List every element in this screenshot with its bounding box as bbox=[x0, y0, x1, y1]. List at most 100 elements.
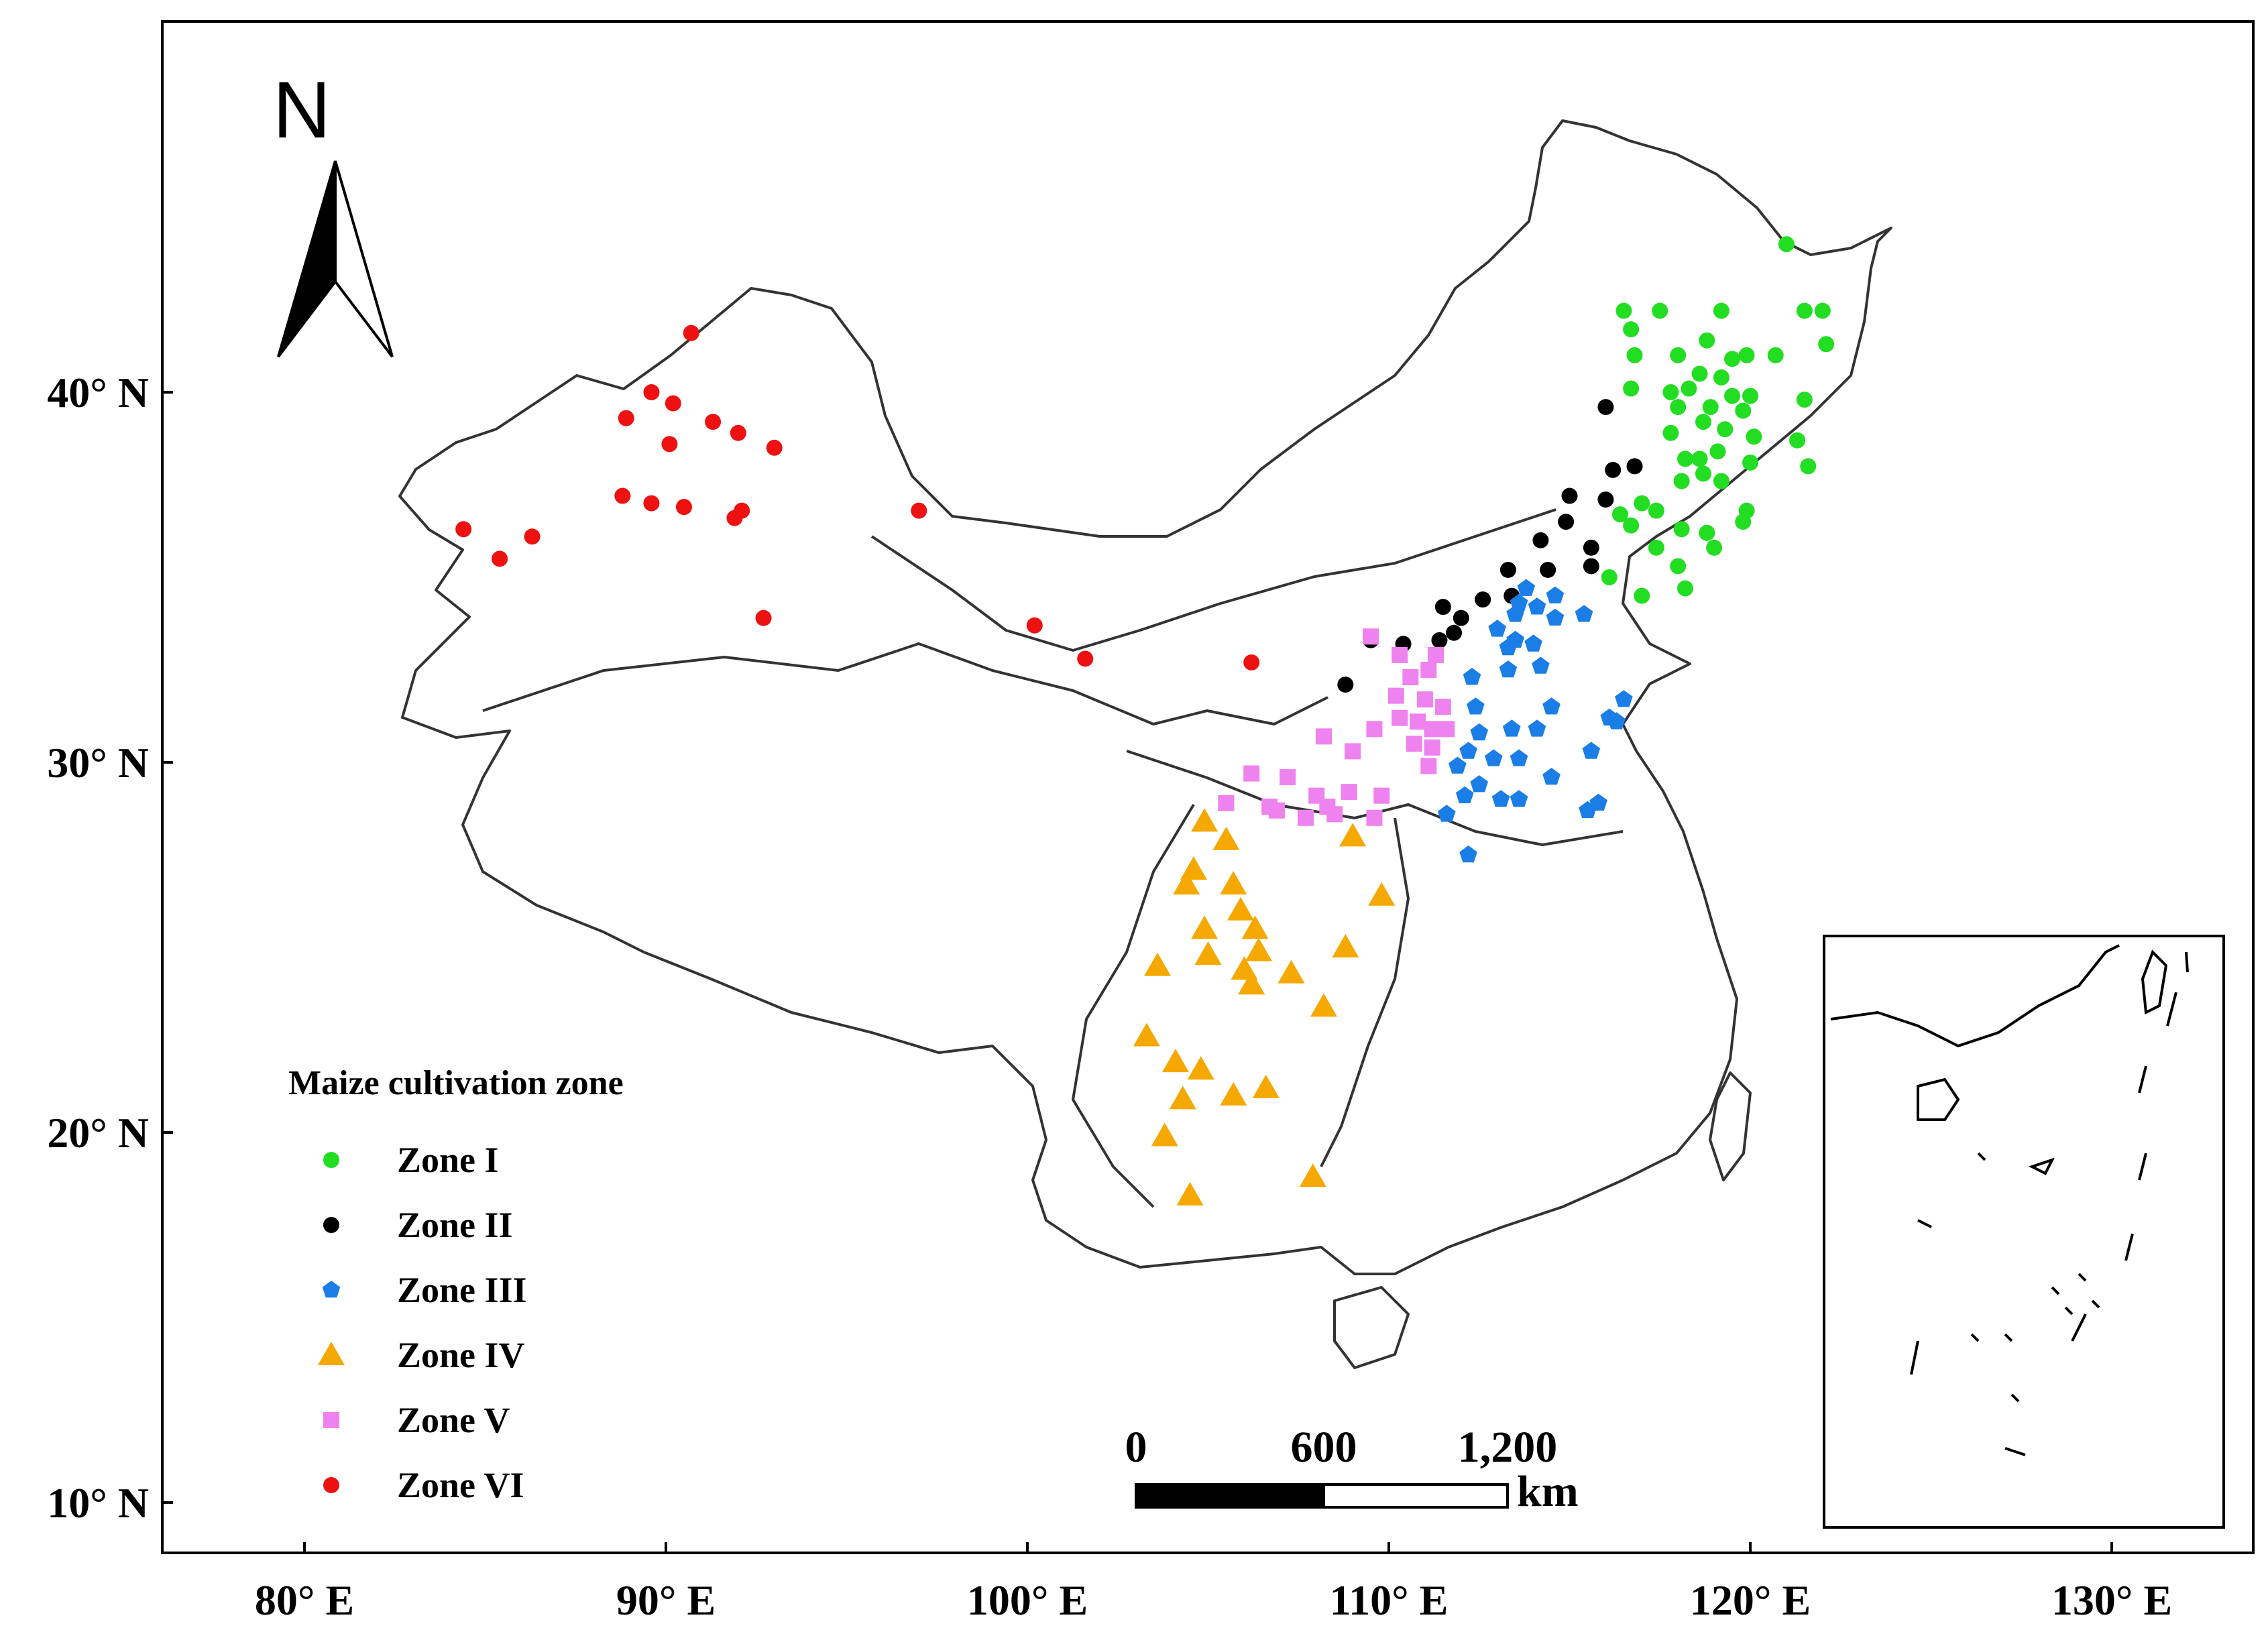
zone-v-point bbox=[1363, 628, 1379, 645]
map-frame bbox=[161, 20, 2255, 1554]
legend-entries: Zone I Zone II Zone III Zone IV Zone V Zone V… bbox=[318, 1140, 527, 1505]
zone-iii-point bbox=[1528, 597, 1546, 615]
zone-i-point bbox=[1818, 336, 1835, 353]
zone-i-point bbox=[1738, 347, 1755, 363]
zone-vi-point bbox=[455, 521, 472, 538]
zone-i-point bbox=[1615, 302, 1632, 319]
scale-bar-white bbox=[1322, 1483, 1509, 1509]
zone-ii-point bbox=[1337, 677, 1354, 693]
zone-i-point bbox=[1673, 473, 1690, 489]
zone-iv-point bbox=[1278, 959, 1305, 984]
x-tick-label: 110° E bbox=[1330, 1576, 1449, 1624]
zone-iii-point bbox=[1499, 638, 1518, 656]
hainan-island bbox=[1333, 1286, 1410, 1369]
zone-vi-point bbox=[911, 502, 927, 519]
zone-vi-point bbox=[1243, 654, 1260, 670]
region-line-north bbox=[482, 642, 1328, 725]
zone-ii-point bbox=[1475, 591, 1491, 608]
zone-ii-point bbox=[1434, 599, 1451, 616]
x-tick-label: 80° E bbox=[255, 1576, 354, 1624]
legend-label: Zone II bbox=[397, 1205, 513, 1245]
zone-v-point bbox=[1315, 728, 1332, 745]
zone-vi-point bbox=[675, 499, 692, 516]
zone-iii-point bbox=[1546, 586, 1565, 603]
zone-iv-point bbox=[1252, 1074, 1280, 1098]
zone-v-point bbox=[1387, 687, 1404, 704]
zone-ii-point bbox=[1626, 458, 1643, 475]
x-tick-label: 100° E bbox=[967, 1576, 1088, 1624]
zone-i-point bbox=[1677, 451, 1693, 467]
legend-label: Zone III bbox=[397, 1270, 527, 1310]
zone-ii-point bbox=[1540, 561, 1556, 578]
zone-i-point bbox=[1796, 392, 1813, 408]
legend-label: Zone IV bbox=[397, 1335, 525, 1375]
zone-iii-point bbox=[1502, 719, 1521, 737]
zone-iii-point bbox=[1459, 742, 1477, 759]
zone-vi-point bbox=[766, 439, 783, 456]
zone-i-point bbox=[1713, 473, 1730, 489]
scale-bar: 0 600 1,200 km bbox=[1125, 1423, 1579, 1516]
zone-vi-point bbox=[643, 495, 660, 512]
y-tick-label: 20° N bbox=[47, 1109, 149, 1157]
zone-v-point bbox=[1280, 769, 1296, 786]
zone-i-point bbox=[1800, 458, 1817, 475]
zone-iv-point bbox=[1220, 871, 1247, 895]
zone-i-point bbox=[1724, 388, 1741, 404]
zone-v-point bbox=[1424, 739, 1440, 756]
scale-label-0: 0 bbox=[1125, 1423, 1147, 1472]
zone-iii-point bbox=[1510, 790, 1528, 807]
zone-iii-point bbox=[1455, 786, 1474, 803]
zone-i-point bbox=[1681, 380, 1697, 397]
region-line-northwest bbox=[870, 508, 1556, 652]
zone-i-point bbox=[1648, 502, 1664, 519]
zone-i-point bbox=[1746, 428, 1762, 445]
zone-v-point bbox=[1428, 646, 1444, 663]
zone-i-point bbox=[1623, 517, 1640, 534]
zone-iii-point bbox=[1470, 775, 1489, 793]
zone-i-point bbox=[1706, 539, 1723, 556]
zone-iii-point bbox=[1510, 593, 1528, 611]
x-axis: 80° E 90° E 100° E 110° E 120° E 130° E bbox=[255, 1542, 2172, 1624]
legend-marker-zone-vi bbox=[323, 1477, 339, 1493]
zone-ii-point bbox=[1561, 487, 1578, 504]
zone-iii-point bbox=[1467, 697, 1485, 715]
zone-ii-point bbox=[1499, 561, 1516, 578]
zone-vi-point bbox=[734, 502, 750, 519]
zone-i-point bbox=[1709, 443, 1726, 460]
zone-i-point bbox=[1623, 380, 1640, 397]
zone-ii-point bbox=[1558, 514, 1575, 530]
zone-vi-point bbox=[705, 414, 722, 430]
legend-label: Zone V bbox=[397, 1400, 510, 1440]
x-tick-label: 120° E bbox=[1690, 1576, 1811, 1624]
zone-iv-point bbox=[1310, 993, 1337, 1017]
zone-i-point bbox=[1662, 384, 1679, 400]
zone-iii-point bbox=[1449, 756, 1467, 774]
zone-i-point bbox=[1652, 302, 1668, 319]
zone-iii-point bbox=[1517, 579, 1536, 596]
zone-i-point bbox=[1789, 432, 1806, 449]
zone-iv-point bbox=[1241, 915, 1269, 939]
taiwan-island bbox=[1709, 1071, 1752, 1181]
zone-i-point bbox=[1695, 465, 1711, 482]
zone-ii-point bbox=[1453, 609, 1469, 626]
legend-marker-zone-v bbox=[323, 1412, 339, 1428]
region-line-south bbox=[1320, 817, 1410, 1167]
zone-iv-point bbox=[1161, 1049, 1189, 1073]
zone-iii-point bbox=[1459, 845, 1477, 863]
zone-iii-point bbox=[1528, 719, 1546, 737]
zone-iv-point bbox=[1339, 823, 1367, 847]
zone-v-point bbox=[1366, 809, 1383, 826]
zone-i-point bbox=[1702, 399, 1719, 416]
zone-i-point bbox=[1648, 539, 1664, 556]
y-tick-label: 40° N bbox=[47, 369, 149, 416]
zone-i-point bbox=[1699, 332, 1715, 349]
zone-iv-point bbox=[1194, 941, 1222, 966]
scale-label-1200: 1,200 bbox=[1458, 1423, 1558, 1472]
zone-v-point bbox=[1373, 787, 1390, 804]
zone-i-point bbox=[1677, 580, 1693, 597]
zone-v-point bbox=[1420, 662, 1437, 678]
zone-iv-point bbox=[1169, 1086, 1196, 1110]
zone-ii-point bbox=[1532, 532, 1549, 548]
